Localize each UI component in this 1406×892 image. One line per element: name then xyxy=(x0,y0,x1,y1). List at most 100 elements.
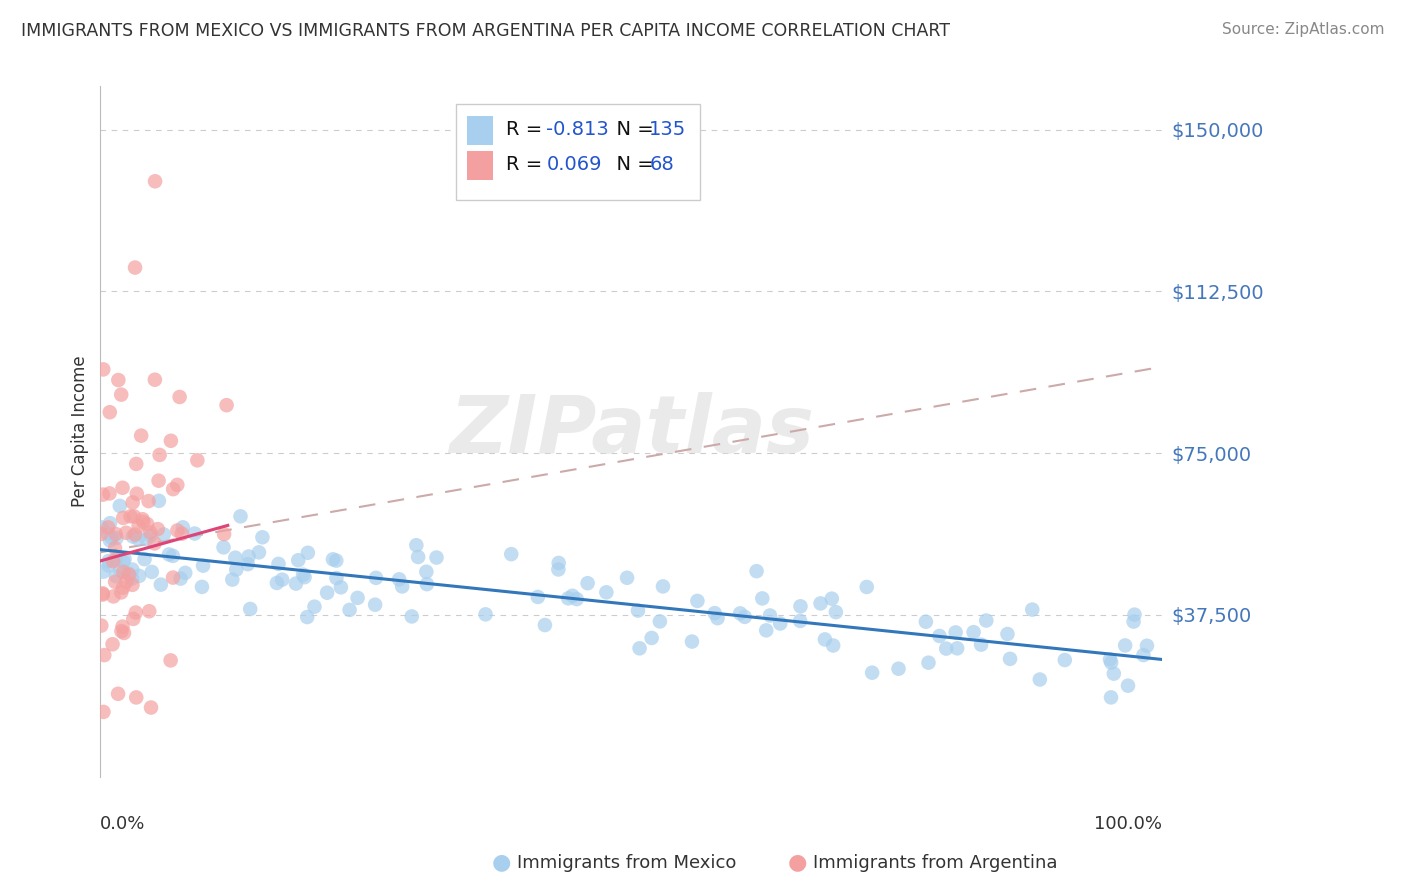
Point xyxy=(284,576,307,591)
Text: Source: ZipAtlas.com: Source: ZipAtlas.com xyxy=(1222,22,1385,37)
Point xyxy=(1136,639,1159,653)
Point xyxy=(814,632,837,647)
Point xyxy=(292,567,315,582)
Text: 100.0%: 100.0% xyxy=(1094,814,1163,832)
Point xyxy=(131,512,153,526)
Point xyxy=(93,565,115,579)
Point xyxy=(90,527,112,541)
Point xyxy=(169,390,191,404)
Point xyxy=(316,585,339,599)
Point xyxy=(128,519,150,533)
Text: ●: ● xyxy=(787,853,807,872)
Point xyxy=(149,448,172,462)
Point xyxy=(97,520,120,534)
Point xyxy=(648,615,671,629)
Point xyxy=(789,614,811,628)
Point xyxy=(1099,690,1122,705)
Point xyxy=(860,665,883,680)
Point xyxy=(595,585,617,599)
Point xyxy=(139,528,162,542)
Point xyxy=(169,572,191,586)
Point xyxy=(561,589,583,603)
Point xyxy=(616,571,638,585)
Point xyxy=(974,614,997,628)
Point xyxy=(810,596,832,610)
Point xyxy=(90,520,112,534)
Point xyxy=(139,700,162,714)
Point xyxy=(110,387,132,401)
Point xyxy=(107,687,129,701)
Point xyxy=(565,592,588,607)
Point xyxy=(325,571,347,585)
Point xyxy=(928,629,950,643)
Point xyxy=(294,570,316,584)
Point xyxy=(425,550,447,565)
Point xyxy=(114,552,136,566)
Point xyxy=(415,565,437,579)
Point xyxy=(1122,615,1144,629)
Point xyxy=(917,656,939,670)
Point xyxy=(681,634,703,648)
Text: N =: N = xyxy=(603,155,659,174)
Point xyxy=(1114,639,1136,653)
Point xyxy=(1053,653,1076,667)
Text: 0.0%: 0.0% xyxy=(100,814,146,832)
Point xyxy=(115,525,138,540)
Point xyxy=(287,553,309,567)
Point xyxy=(229,509,252,524)
Point xyxy=(117,566,139,581)
Point xyxy=(107,373,129,387)
Point xyxy=(162,570,184,584)
Point xyxy=(271,573,294,587)
Point xyxy=(91,487,114,501)
Point xyxy=(98,516,121,531)
Point xyxy=(134,552,156,566)
Point xyxy=(101,637,124,651)
Point xyxy=(576,576,599,591)
Point xyxy=(534,618,557,632)
Point xyxy=(239,602,262,616)
Point xyxy=(104,569,127,583)
Text: ZIPatlas: ZIPatlas xyxy=(449,392,814,470)
Point xyxy=(547,556,569,570)
Point xyxy=(405,538,427,552)
Point xyxy=(183,526,205,541)
Point xyxy=(1029,673,1052,687)
Point xyxy=(121,571,143,585)
FancyBboxPatch shape xyxy=(467,151,494,179)
Point xyxy=(215,398,238,412)
Point xyxy=(93,705,115,719)
Point xyxy=(170,526,193,541)
Point xyxy=(1116,679,1139,693)
Point xyxy=(1123,607,1146,622)
Point xyxy=(640,631,662,645)
Point xyxy=(125,457,148,471)
Point xyxy=(997,627,1019,641)
Text: Immigrants from Mexico: Immigrants from Mexico xyxy=(517,855,737,872)
Point xyxy=(132,515,155,529)
Point xyxy=(915,615,938,629)
Point xyxy=(789,599,811,614)
Point xyxy=(112,555,135,569)
Point xyxy=(855,580,877,594)
Point xyxy=(128,569,150,583)
Point xyxy=(93,648,115,662)
Point xyxy=(998,652,1021,666)
Point xyxy=(91,588,114,602)
Point xyxy=(98,405,121,419)
Point xyxy=(755,624,778,638)
Point xyxy=(90,618,112,632)
Point xyxy=(138,494,160,508)
Point xyxy=(221,573,243,587)
Point xyxy=(166,478,188,492)
FancyBboxPatch shape xyxy=(467,116,494,145)
Point xyxy=(124,527,146,541)
Point xyxy=(104,527,127,541)
Point xyxy=(706,611,728,625)
Point xyxy=(124,260,146,275)
Text: 135: 135 xyxy=(650,120,686,139)
Point xyxy=(501,547,523,561)
Point xyxy=(364,571,387,585)
Point xyxy=(547,562,569,576)
Point xyxy=(108,499,131,513)
